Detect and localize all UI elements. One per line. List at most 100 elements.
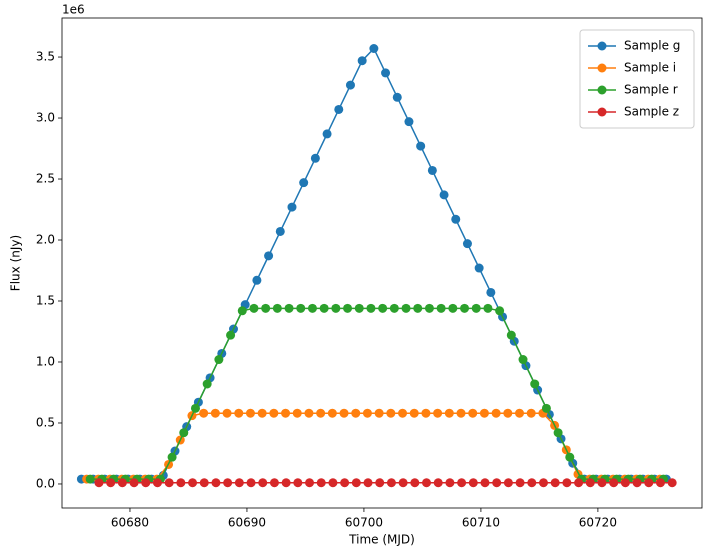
data-point [410, 478, 420, 488]
data-point [503, 478, 513, 488]
data-point [343, 303, 353, 313]
data-point [199, 408, 209, 418]
data-point [404, 117, 414, 127]
data-point [553, 428, 563, 438]
legend-marker [597, 63, 607, 73]
data-point [305, 478, 315, 488]
data-point [94, 478, 104, 488]
data-point [362, 408, 372, 418]
data-point [491, 408, 501, 418]
data-point [565, 452, 575, 462]
y-tick-label: 3.5 [36, 50, 55, 64]
data-point [226, 330, 236, 340]
data-point [304, 408, 314, 418]
data-point [299, 178, 309, 188]
data-point [456, 408, 466, 418]
data-point [562, 478, 572, 488]
data-point [457, 478, 467, 488]
data-point [474, 263, 484, 273]
data-point [375, 478, 385, 488]
y-tick-label: 1.5 [36, 293, 55, 307]
data-point [199, 478, 209, 488]
legend-label: Sample g [624, 39, 680, 53]
data-point [322, 129, 332, 139]
data-point [503, 408, 513, 418]
data-point [369, 43, 379, 53]
data-point [281, 478, 291, 488]
data-point [85, 474, 95, 484]
data-point [515, 478, 525, 488]
data-point [141, 478, 151, 488]
data-point [378, 303, 388, 313]
data-point [574, 478, 584, 488]
data-point [106, 478, 116, 488]
data-point [424, 303, 434, 313]
data-point [164, 478, 174, 488]
data-point [392, 92, 402, 102]
data-point [237, 306, 247, 316]
x-tick-label: 60710 [462, 516, 500, 530]
data-point [264, 251, 274, 261]
data-point [211, 478, 221, 488]
y-axis-label: Flux (nJy) [9, 235, 23, 291]
x-tick-label: 60700 [345, 516, 383, 530]
data-point [202, 379, 212, 389]
data-point [609, 478, 619, 488]
y-tick-label: 0.5 [36, 415, 55, 429]
data-point [281, 408, 291, 418]
data-point [245, 408, 255, 418]
data-point [334, 104, 344, 114]
data-point [339, 408, 349, 418]
data-point [492, 478, 502, 488]
data-point [363, 478, 373, 488]
data-point [287, 202, 297, 212]
data-point [655, 478, 665, 488]
data-point [234, 478, 244, 488]
data-point [530, 379, 540, 389]
data-point [117, 478, 127, 488]
data-point [486, 287, 496, 297]
data-point [427, 165, 437, 175]
series-line [90, 307, 664, 480]
data-point [468, 408, 478, 418]
data-point [398, 478, 408, 488]
data-point [167, 452, 177, 462]
data-point [448, 303, 458, 313]
data-point [495, 306, 505, 316]
data-point [413, 303, 423, 313]
data-point [416, 141, 426, 151]
data-point [366, 303, 376, 313]
data-point [316, 408, 326, 418]
data-point [667, 478, 677, 488]
data-point [445, 478, 455, 488]
data-point [351, 478, 361, 488]
data-point [292, 408, 302, 418]
data-point [188, 478, 198, 488]
x-tick-label: 60720 [579, 516, 617, 530]
data-point [389, 303, 399, 313]
data-point [401, 303, 411, 313]
data-point [222, 408, 232, 418]
data-point [468, 478, 478, 488]
data-point [331, 303, 341, 313]
legend-marker [597, 85, 607, 95]
data-point [444, 408, 454, 418]
data-point [246, 478, 256, 488]
data-point [433, 478, 443, 488]
data-point [550, 478, 560, 488]
legend-marker [597, 41, 607, 51]
data-point [179, 428, 189, 438]
data-point [515, 408, 525, 418]
data-point [310, 153, 320, 163]
data-point [258, 478, 268, 488]
data-point [272, 303, 282, 313]
data-point [585, 478, 595, 488]
data-point [644, 478, 654, 488]
data-point [480, 478, 490, 488]
data-point [129, 478, 139, 488]
y-tick-label: 1.0 [36, 354, 55, 368]
data-point [451, 214, 461, 224]
data-point [374, 408, 384, 418]
